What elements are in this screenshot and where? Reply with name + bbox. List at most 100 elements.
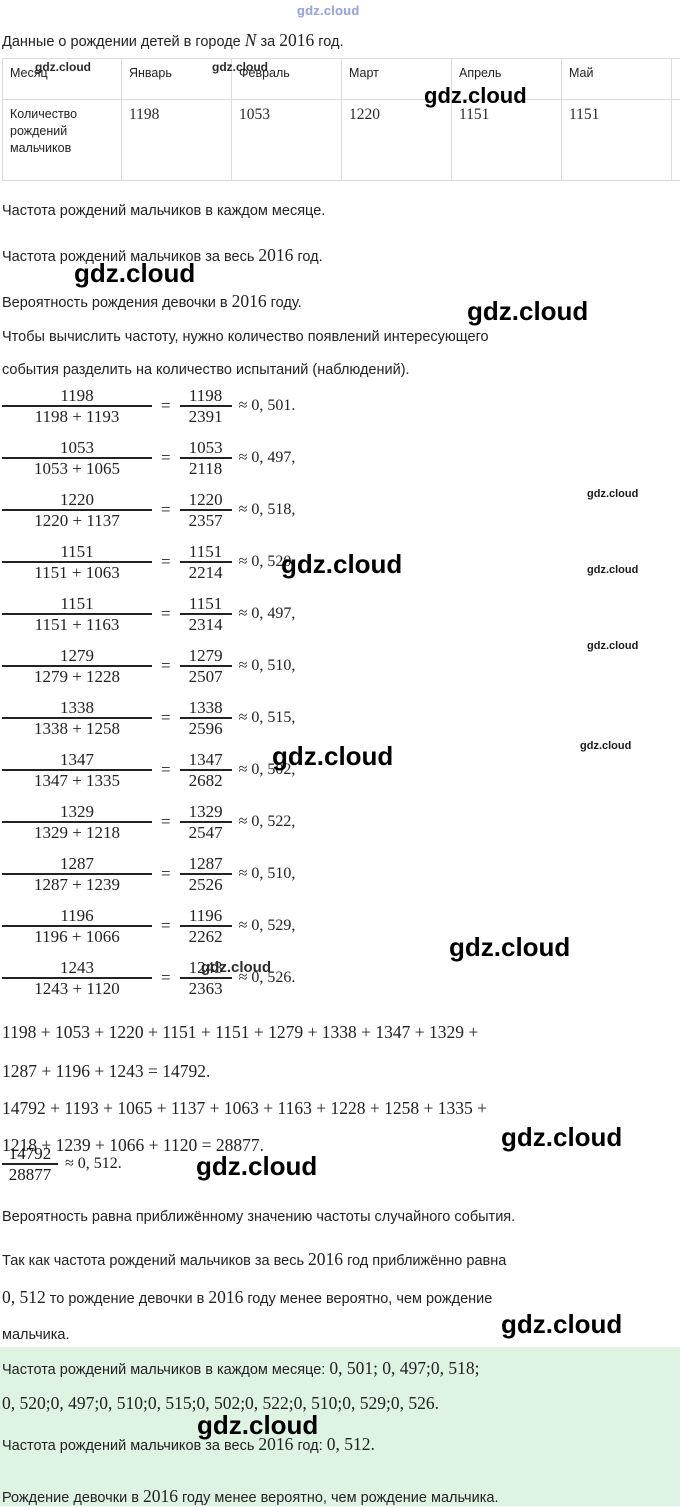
fraction-reduced: 1053 2118 <box>180 439 232 477</box>
final-denominator: 28877 <box>6 1166 55 1183</box>
task-line-1: Частота рождений мальчиков в каждом меся… <box>2 202 325 220</box>
fraction-numerator: 1196 <box>186 907 225 924</box>
fraction-denominator: 2214 <box>186 564 226 581</box>
fraction-denominator-sum: 1151 + 1063 <box>31 564 122 581</box>
task3-text-b: году. <box>267 295 302 311</box>
fraction-denominator: 2547 <box>186 824 226 841</box>
fraction-numerator: 1279 <box>57 647 97 664</box>
method-line-1: Чтобы вычислить частоту, нужно количеств… <box>2 328 489 346</box>
table-header-month: Месяц <box>3 59 122 100</box>
fraction-denominator-sum: 1347 + 1335 <box>31 772 123 789</box>
sum-total-line-1: 14792 + 1193 + 1065 + 1137 + 1063 + 1163… <box>2 1099 487 1117</box>
table-row: Количество рождений мальчиков 1198 1053 … <box>3 100 680 181</box>
fraction-denominator-sum: 1053 + 1065 <box>31 460 123 477</box>
conclusion-line-4: мальчика. <box>2 1326 70 1344</box>
conclusion2-text-a: Так как частота рождений мальчиков за ве… <box>2 1253 308 1269</box>
task-line-3: Вероятность рождения девочки в 2016 году… <box>2 292 302 312</box>
fraction-numerator: 1287 <box>57 855 97 872</box>
fraction-numerator: 1198 <box>186 387 225 404</box>
fraction-numerator: 1151 <box>186 595 225 612</box>
fraction-numerator: 1151 <box>57 595 96 612</box>
fraction-numerator: 1279 <box>186 647 226 664</box>
table-header-january: Январь <box>122 59 232 100</box>
fraction-approx-value: ≈ 0, 497, <box>239 605 296 623</box>
equals-sign: = <box>161 396 171 416</box>
table-header-june: Июнь <box>672 59 680 100</box>
fraction-denominator-sum: 1151 + 1163 <box>32 616 123 633</box>
conclusion3-text-c: году менее вероятно, чем рождение <box>243 1291 492 1307</box>
table-header-february: Февраль <box>232 59 342 100</box>
task3-year: 2016 <box>232 291 267 311</box>
fraction-denominator-sum: 1220 + 1137 <box>31 512 122 529</box>
table-header-row: Месяц Январь Февраль Март Апрель Май Июн… <box>3 59 680 100</box>
table-header-march: Март <box>342 59 452 100</box>
watermark-sum-1: gdz.cloud <box>196 1151 317 1182</box>
sum-boys-line-1: 1198 + 1053 + 1220 + 1151 + 1151 + 1279 … <box>2 1023 478 1041</box>
title-text-1: Данные о рождении детей в городе <box>2 34 245 50</box>
watermark-frac-1: gdz.cloud <box>587 488 638 500</box>
answer1-label: Частота рождений мальчиков в каждом меся… <box>2 1362 329 1378</box>
equals-sign: = <box>161 656 171 676</box>
final-probability-fraction: 14792 28877 ≈ 0, 512. <box>2 1145 122 1183</box>
fraction-approx-value: ≈ 0, 510, <box>239 865 296 883</box>
fraction-denominator-sum: 1279 + 1228 <box>31 668 123 685</box>
fraction-reduced: 1279 2507 <box>180 647 232 685</box>
watermark-conclusion: gdz.cloud <box>501 1309 622 1340</box>
table-row-label: Количество рождений мальчиков <box>3 100 122 181</box>
answer3-year: 2016 <box>258 1434 293 1454</box>
fraction-denominator-sum: 1198 + 1193 <box>32 408 123 425</box>
method-line-2: события разделить на количество испытани… <box>2 361 410 379</box>
equals-sign: = <box>161 552 171 572</box>
equals-sign: = <box>161 812 171 832</box>
fraction-reduced: 1287 2526 <box>180 855 232 893</box>
equals-sign: = <box>161 604 171 624</box>
fraction-denominator: 2118 <box>186 460 225 477</box>
conclusion3-value: 0, 512 <box>2 1287 46 1307</box>
fraction-denominator: 2526 <box>186 876 226 893</box>
fraction-expanded: 1151 1151 + 1163 <box>2 595 152 633</box>
answer3-value: 0, 512. <box>327 1434 375 1454</box>
birth-data-table: Месяц Январь Февраль Март Апрель Май Июн… <box>2 58 678 186</box>
fraction-denominator-sum: 1243 + 1120 <box>31 980 122 997</box>
watermark-frac-big-3: gdz.cloud <box>449 932 570 963</box>
equals-sign: = <box>161 916 171 936</box>
task2-text-a: Частота рождений мальчиков за весь <box>2 249 258 265</box>
fraction-expanded: 1279 1279 + 1228 <box>2 647 152 685</box>
conclusion-line-2: Так как частота рождений мальчиков за ве… <box>2 1250 506 1270</box>
fraction-approx-value: ≈ 0, 518, <box>239 501 296 519</box>
task-line-2: Частота рождений мальчиков за весь 2016 … <box>2 246 323 266</box>
fraction-denominator-sum: 1196 + 1066 <box>31 928 122 945</box>
fraction-denominator: 2507 <box>186 668 226 685</box>
task2-year: 2016 <box>258 245 293 265</box>
fraction-numerator: 1053 <box>186 439 226 456</box>
sum-boys-line-2: 1287 + 1196 + 1243 = 14792. <box>2 1062 210 1080</box>
fraction-approx-value: ≈ 0, 501. <box>239 397 296 415</box>
page-title: Данные о рождении детей в городе N за 20… <box>2 31 343 51</box>
equals-sign: = <box>161 500 171 520</box>
fraction-numerator: 1338 <box>57 699 97 716</box>
fraction-numerator: 1287 <box>186 855 226 872</box>
equals-sign: = <box>161 968 171 988</box>
